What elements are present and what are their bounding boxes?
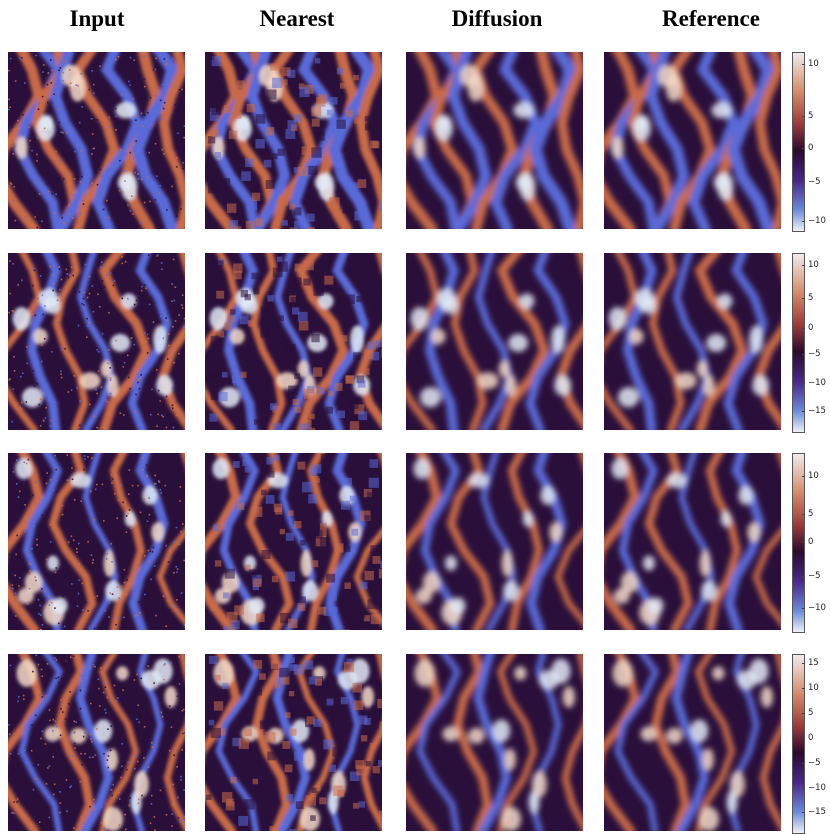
colorbar-tick-label: 10 [804,683,830,693]
vorticity-field [604,453,781,630]
colorbar-tick-label: 10 [804,260,830,270]
vorticity-field [205,52,382,229]
colorbar-tick-label: 0 [804,537,830,547]
colorbar-tick-label: −5 [804,571,830,581]
vorticity-field [205,253,382,430]
field-panel-diffusion [406,253,583,430]
colorbar-tick-label: −10 [804,216,830,226]
colorbar-tick-label: −5 [804,758,830,768]
column-title-reference: Reference [621,6,801,32]
vorticity-field [406,253,583,430]
field-panel-diffusion [406,654,583,831]
colorbar-tick-label: 0 [804,143,830,153]
vorticity-field [604,654,781,831]
colorbar-tick-label: −10 [804,783,830,793]
vorticity-field [8,253,185,430]
colorbar-tick-label: 5 [804,293,830,303]
colorbar-tick-label: 10 [804,471,830,481]
vorticity-field [406,654,583,831]
colorbar-tick-label: 0 [804,323,830,333]
vorticity-field [8,453,185,630]
field-panel-nearest [205,253,382,430]
colorbar-tick-label: −5 [804,349,830,359]
vorticity-field [8,654,185,831]
field-panel-input [8,253,185,430]
colorbar-tick-label: 5 [804,509,830,519]
colorbar-tick-label: 5 [804,708,830,718]
vorticity-field [406,52,583,229]
colorbar-tick-label: −15 [804,807,830,817]
colorbar-tick-label: −10 [804,603,830,613]
column-title-nearest: Nearest [207,6,387,32]
colorbar-tick-label: 10 [804,59,830,69]
colorbar [792,52,805,232]
colorbar-tick-label: −10 [804,378,830,388]
vorticity-field [406,453,583,630]
field-panel-reference [604,654,781,831]
field-panel-reference [604,52,781,229]
field-panel-input [8,453,185,630]
field-panel-nearest [205,654,382,831]
colorbar-tick-label: 0 [804,733,830,743]
vorticity-field [8,52,185,229]
column-title-input: Input [7,6,187,32]
vorticity-field [205,654,382,831]
colorbar-tick-label: 15 [804,658,830,668]
vorticity-field [604,52,781,229]
field-panel-reference [604,253,781,430]
field-panel-reference [604,453,781,630]
field-panel-nearest [205,453,382,630]
field-panel-nearest [205,52,382,229]
colorbar-tick-label: −5 [804,177,830,187]
column-title-diffusion: Diffusion [407,6,587,32]
colorbar-tick-label: −15 [804,406,830,416]
vorticity-field [604,253,781,430]
field-panel-input [8,654,185,831]
field-panel-diffusion [406,453,583,630]
vorticity-field [205,453,382,630]
colorbar-tick-label: 5 [804,111,830,121]
field-panel-diffusion [406,52,583,229]
field-panel-input [8,52,185,229]
